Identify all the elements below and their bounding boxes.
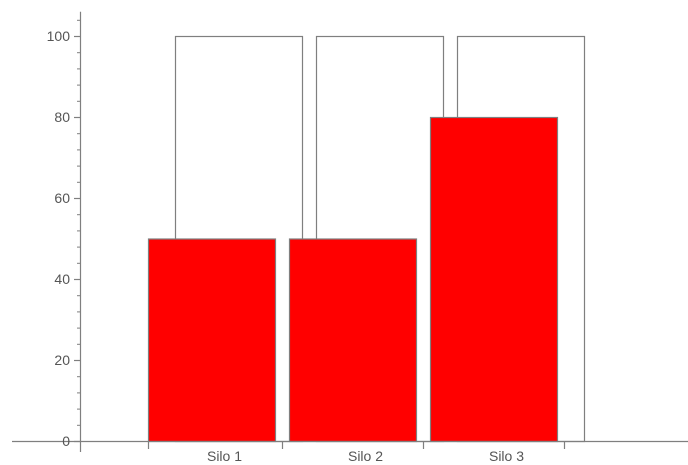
x-category-label: Silo 3 <box>489 448 524 464</box>
x-category-label: Silo 1 <box>207 448 242 464</box>
red-bar <box>147 238 277 443</box>
labels-layer: 0 20 40 60 80 100 Silo 1 Silo 2 Silo 3 <box>47 28 525 464</box>
y-tick-label: 0 <box>62 433 70 449</box>
y-tick-label: 40 <box>54 271 70 287</box>
axes-layer <box>12 11 688 452</box>
x-category-label: Silo 2 <box>348 448 383 464</box>
y-tick-label: 20 <box>54 352 70 368</box>
red-bar <box>288 238 418 443</box>
y-tick-label: 100 <box>47 28 71 44</box>
y-tick-label: 80 <box>54 109 70 125</box>
y-tick-label: 60 <box>54 190 70 206</box>
red-bar <box>429 116 559 443</box>
bars-layer <box>147 35 586 443</box>
